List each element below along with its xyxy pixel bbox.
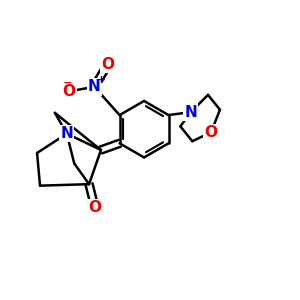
Text: O: O xyxy=(63,84,76,99)
Text: O: O xyxy=(101,57,114,72)
Text: N: N xyxy=(88,79,101,94)
Text: +: + xyxy=(96,75,105,85)
Text: O: O xyxy=(88,200,101,215)
Text: N: N xyxy=(184,105,197,120)
Text: O: O xyxy=(205,125,218,140)
Text: −: − xyxy=(62,78,72,88)
Text: N: N xyxy=(60,126,73,141)
